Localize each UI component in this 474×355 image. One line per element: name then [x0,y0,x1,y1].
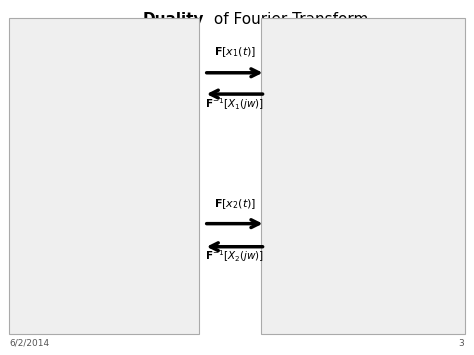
Text: time domain: time domain [52,153,131,166]
Text: $-W$: $-W$ [335,301,355,313]
Text: $\frac{\pi}{T_1}$: $\frac{\pi}{T_1}$ [418,147,426,163]
Text: $T_1$: $T_1$ [131,138,142,151]
Text: $X_2(jw)$: $X_2(jw)$ [336,188,371,202]
Text: of Fourier Transform: of Fourier Transform [209,12,368,27]
Bar [9,18,199,334]
Text: 1: 1 [402,231,409,241]
Text: 1: 1 [146,66,153,76]
Text: $\frac{\pi}{W}$: $\frac{\pi}{W}$ [154,303,162,318]
Text: $x_2(t)$: $x_2(t)$ [53,185,80,198]
Text: 6/2/2014: 6/2/2014 [9,339,50,348]
Text: $W$: $W$ [388,301,401,313]
Text: $\frac{W}{\pi}$: $\frac{W}{\pi}$ [95,199,104,215]
Text: 3: 3 [459,339,465,348]
Text: frequency  domain: frequency domain [294,156,411,169]
Text: $2T$: $2T$ [357,28,373,40]
Text: $X_1(jw)$: $X_1(jw)$ [355,16,390,30]
Text: Duality: Duality [142,12,204,27]
Text: $x_1(t)$: $x_1(t)$ [101,45,127,59]
Text: $\mathbf{F}^{-1}[X_1(jw)]$: $\mathbf{F}^{-1}[X_1(jw)]$ [205,96,264,112]
Text: $\mathbf{F}^{-1}[X_2(jw)]$: $\mathbf{F}^{-1}[X_2(jw)]$ [205,248,264,264]
Text: $\mathbf{F}[x_1(t)]$: $\mathbf{F}[x_1(t)]$ [213,45,256,59]
Text: $\mathbf{F}[x_2(t)]$: $\mathbf{F}[x_2(t)]$ [213,197,256,211]
Text: $-T_1$: $-T_1$ [63,138,82,151]
Text: $-\frac{\pi}{T_1}$: $-\frac{\pi}{T_1}$ [301,147,316,163]
Bar [261,18,465,334]
Text: $-\frac{\pi}{W}$: $-\frac{\pi}{W}$ [43,303,58,318]
